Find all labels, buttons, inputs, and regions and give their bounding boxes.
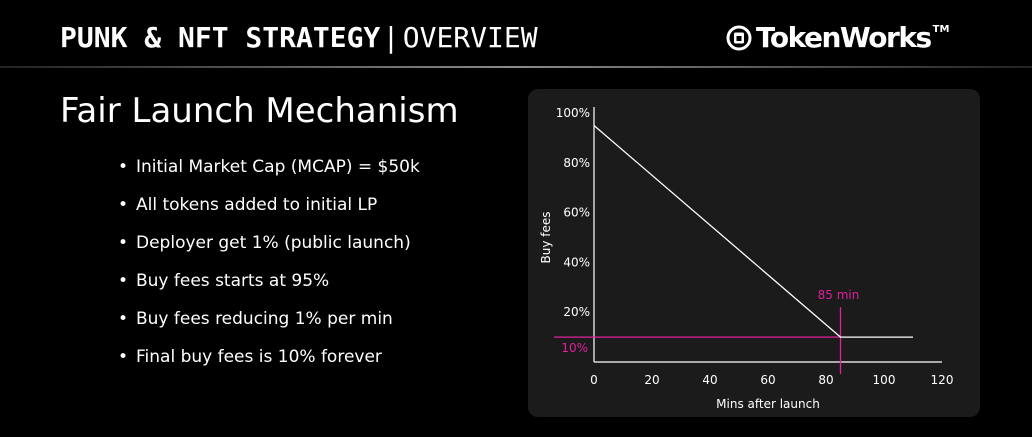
buy-fees-chart: 0 20 40 60 80 100 120 20% 40% 60% 80% 100% Mins afte… (539, 106, 954, 411)
slide-title: Fair Launch Mechanism (60, 91, 459, 131)
header-title: PUNK & NFT STRATEGY | OVERVIEW (60, 20, 538, 56)
end-time-annotation: 85 min (818, 288, 860, 302)
x-tick-label: 0 (590, 373, 598, 387)
slide-header: PUNK & NFT STRATEGY | OVERVIEW TokenWorks … (0, 0, 1032, 66)
y-tick-label: 60% (563, 206, 590, 220)
x-axis-title: Mins after launch (716, 397, 820, 411)
final-fee-annotation: 10% (561, 341, 588, 355)
brand-logo-group: TokenWorks TM (726, 20, 949, 56)
header-divider (0, 66, 1032, 68)
bullet-item: Buy fees reducing 1% per min (118, 300, 420, 338)
bullet-item: Buy fees starts at 95% (118, 262, 420, 300)
header-title-section: OVERVIEW (402, 21, 538, 54)
header-title-primary: PUNK & NFT STRATEGY (60, 21, 381, 54)
brand-name: TokenWorks (756, 21, 932, 54)
bullet-item: Deployer get 1% (public launch) (118, 224, 420, 262)
tokenworks-logo-icon (726, 25, 752, 51)
x-tick-label: 120 (931, 373, 954, 387)
x-tick-label: 40 (702, 373, 717, 387)
x-tick-label: 80 (818, 373, 833, 387)
bullet-item: Final buy fees is 10% forever (118, 338, 420, 376)
y-tick-label: 100% (556, 106, 590, 120)
y-tick-label: 20% (563, 305, 590, 319)
x-tick-label: 60 (760, 373, 775, 387)
bullet-item: All tokens added to initial LP (118, 186, 420, 224)
buy-fee-series-line (593, 125, 913, 338)
bullet-item: Initial Market Cap (MCAP) = $50k (118, 148, 420, 186)
y-axis-title: Buy fees (539, 212, 553, 264)
header-title-separator: | (386, 21, 397, 54)
chart-panel: 0 20 40 60 80 100 120 20% 40% 60% 80% 100% Mins afte… (528, 89, 980, 417)
x-tick-label: 100 (873, 373, 896, 387)
y-tick-label: 40% (563, 255, 590, 269)
brand-trademark: TM (932, 24, 950, 35)
x-tick-label: 20 (644, 373, 659, 387)
bullet-list: Initial Market Cap (MCAP) = $50k All tok… (118, 148, 420, 376)
y-tick-label: 80% (563, 156, 590, 170)
